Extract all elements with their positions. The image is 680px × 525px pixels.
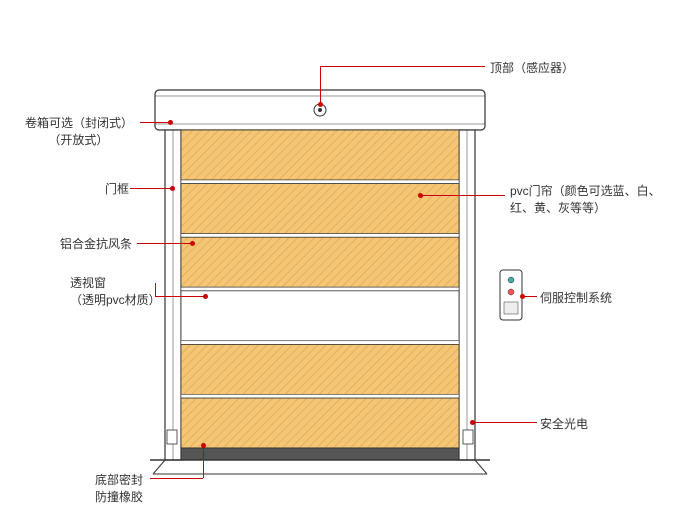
dot-frame	[170, 186, 175, 191]
label-servo: 伺服控制系统	[540, 290, 612, 307]
label-wind-bar: 铝合金抗风条	[60, 236, 132, 253]
label-box-option: 卷箱可选（封闭式） （开放式）	[25, 115, 133, 149]
door-diagram	[0, 0, 680, 525]
dot-windbar	[190, 241, 195, 246]
dot-pvc	[418, 193, 423, 198]
dot-bottom	[201, 443, 206, 448]
dot-servo	[520, 294, 525, 299]
label-pvc-curtain: pvc门帘（颜色可选蓝、白、 红、黄、灰等等）	[510, 183, 661, 217]
leader-bottom	[203, 445, 204, 478]
leader-window	[155, 296, 205, 297]
label-window: 透视窗 （透明pvc材质）	[70, 275, 161, 309]
label-door-frame: 门框	[105, 181, 129, 198]
leader-bottom-h	[150, 478, 203, 479]
dot-top-sensor	[318, 102, 323, 107]
label-bottom-seal: 底部密封 防撞橡胶	[95, 472, 143, 506]
dot-window	[203, 294, 208, 299]
leader-safety	[472, 422, 537, 423]
leader-pvc	[420, 195, 505, 196]
dot-box	[168, 120, 173, 125]
label-top-sensor: 顶部（感应器）	[490, 60, 574, 77]
leader-window-v	[155, 283, 156, 296]
leader-frame	[130, 188, 172, 189]
leader-windbar	[137, 243, 192, 244]
leader-top-sensor-h	[320, 66, 485, 67]
leader-box	[140, 122, 170, 123]
leader-top-sensor	[320, 66, 321, 104]
label-safety: 安全光电	[540, 416, 588, 433]
dot-safety	[470, 420, 475, 425]
